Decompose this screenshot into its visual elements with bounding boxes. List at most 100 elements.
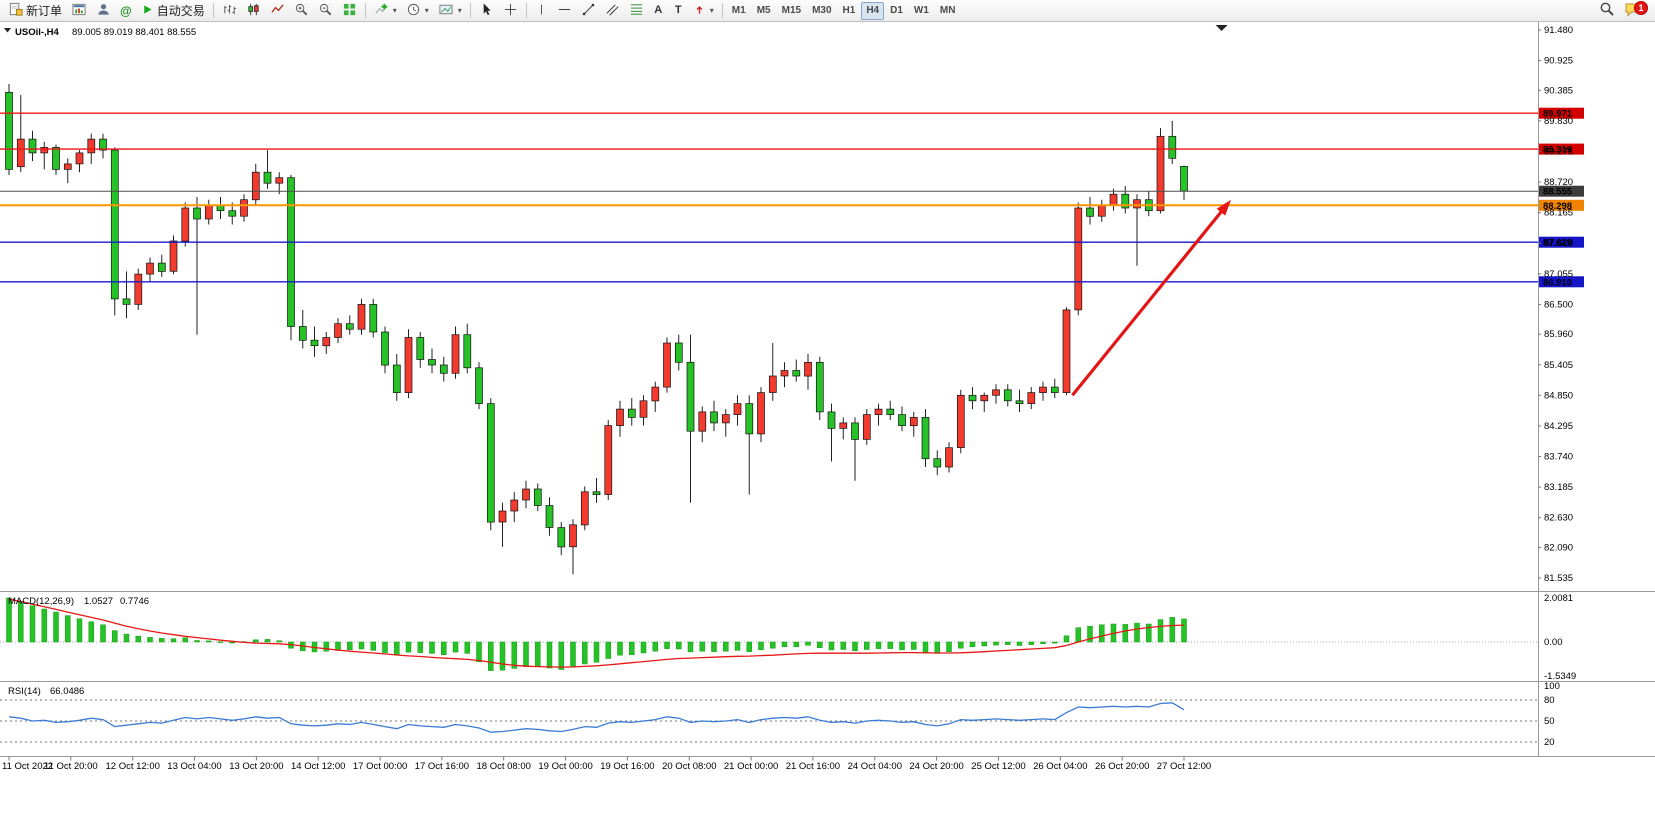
- horizontal-line-button[interactable]: [553, 2, 576, 20]
- time-axis-label: 21 Oct 00:00: [724, 761, 778, 772]
- price-axis-label: 85.405: [1544, 360, 1573, 371]
- price-axis-label: 90.925: [1544, 56, 1573, 67]
- vertical-line-button[interactable]: [531, 2, 552, 20]
- macd-histogram-bar: [135, 635, 142, 643]
- arrows-button[interactable]: ▾: [689, 2, 718, 20]
- price-tag: [1539, 276, 1584, 288]
- price-axis-label: 88.165: [1544, 208, 1573, 219]
- candle-up: [181, 207, 190, 242]
- search-button[interactable]: [1595, 2, 1619, 20]
- symbol-dropdown-icon[interactable]: [4, 28, 11, 33]
- macd-histogram-bar: [723, 641, 729, 652]
- macd-histogram-bar: [194, 640, 200, 643]
- profile-button[interactable]: [92, 2, 115, 20]
- candle-up: [357, 304, 366, 330]
- price-axis-label: 88.720: [1544, 177, 1573, 188]
- candle-up: [639, 400, 648, 418]
- cursor-button[interactable]: [475, 2, 498, 20]
- price-axis-label: 87.610: [1544, 238, 1573, 249]
- macd-axis-label: -1.5349: [1544, 671, 1576, 682]
- macd-histogram-bar: [1157, 619, 1164, 643]
- text-label-button[interactable]: T: [669, 2, 688, 20]
- candle-down: [122, 298, 131, 305]
- macd-histogram-bar: [734, 641, 741, 651]
- zoom-in-button[interactable]: [290, 2, 313, 20]
- crosshair-button[interactable]: [499, 2, 522, 20]
- price-axis-label: 85.960: [1544, 329, 1573, 340]
- chart-window-button[interactable]: [67, 2, 91, 20]
- candle-down: [792, 370, 801, 377]
- chat-button[interactable]: 1: [1620, 0, 1648, 20]
- time-axis-label: 27 Oct 12:00: [1157, 761, 1211, 772]
- line-chart-button[interactable]: [266, 2, 289, 20]
- bar-chart-button[interactable]: [218, 2, 241, 20]
- rsi-value: 66.0486: [50, 686, 84, 697]
- price-axis-label: 82.090: [1544, 542, 1573, 553]
- fibonacci-button[interactable]: [625, 2, 648, 20]
- candle-down: [745, 403, 754, 435]
- new-order-button[interactable]: 新订单: [4, 2, 66, 20]
- candle-up: [169, 240, 178, 272]
- timeframe-w1-button[interactable]: W1: [909, 2, 934, 20]
- macd-signal-line: [8, 598, 1185, 668]
- timeframe-h1-button[interactable]: H1: [838, 2, 861, 20]
- tile-windows-button[interactable]: [338, 2, 361, 20]
- price-axis[interactable]: 91.480 90.925 90.385 89.830 89.275 88.720 88.1…: [1538, 25, 1576, 748]
- periodicity-button[interactable]: ▾: [402, 2, 433, 20]
- macd-histogram-bar: [65, 615, 71, 643]
- rsi-axis-label: 80: [1544, 695, 1555, 706]
- macd-main-value: 1.0527: [84, 596, 113, 607]
- indicators-button[interactable]: ▾: [370, 2, 401, 20]
- timeframe-d1-button[interactable]: D1: [885, 2, 908, 20]
- autotrade-play-icon: [141, 3, 154, 19]
- candlestick-chart-button[interactable]: [242, 2, 265, 20]
- candle-up: [251, 171, 260, 201]
- price-axis-label: 84.295: [1544, 421, 1573, 432]
- rsi-axis-label: 20: [1544, 737, 1555, 748]
- macd-histogram-bar: [476, 641, 482, 663]
- chart-area[interactable]: 89.971 89.319 88.555 88.298 87.629 86.910 91.4…: [0, 22, 1655, 822]
- horizontal-level-lines[interactable]: 89.971 89.319 88.555 88.298 87.629 86.910: [0, 107, 1584, 289]
- timeframe-h4-button[interactable]: H4: [861, 1, 885, 20]
- macd-histogram-bar: [558, 641, 565, 670]
- timeframe-m1-button[interactable]: M1: [727, 2, 751, 20]
- candle-up: [980, 394, 989, 402]
- candle-up: [1109, 193, 1118, 206]
- community-button[interactable]: @: [116, 2, 136, 20]
- macd-histogram-bar: [206, 640, 212, 643]
- macd-histogram-bar: [652, 641, 659, 652]
- candle-down: [193, 207, 201, 220]
- text-button[interactable]: A: [649, 2, 668, 20]
- trendline-button[interactable]: [577, 2, 600, 20]
- timeframe-m15-button[interactable]: M15: [777, 2, 806, 20]
- timeframe-m5-button[interactable]: M5: [752, 2, 776, 20]
- candle-down: [369, 304, 378, 333]
- autotrade-button[interactable]: 自动交易: [137, 2, 209, 20]
- macd-histogram-bar: [805, 641, 811, 646]
- notification-badge: 1: [1634, 0, 1648, 15]
- trend-arrow[interactable]: [1071, 199, 1231, 397]
- candle-up: [498, 510, 507, 523]
- chart-window-icon: [71, 2, 87, 20]
- candle-up: [16, 138, 25, 168]
- candle-up: [651, 386, 660, 402]
- toolbar-separator: [525, 3, 527, 18]
- candle-down: [475, 367, 483, 404]
- price-axis-label: 91.480: [1544, 25, 1573, 36]
- candle-down: [416, 337, 425, 360]
- zoom-out-button[interactable]: [314, 2, 337, 20]
- toolbar: 新订单 @ 自动交易: [0, 0, 1655, 22]
- chart-shift-marker[interactable]: [1215, 25, 1228, 31]
- channel-button[interactable]: [601, 2, 624, 20]
- candle-down: [99, 138, 107, 151]
- timeframe-mn-button[interactable]: MN: [935, 2, 961, 20]
- timeframe-m30-button[interactable]: M30: [807, 2, 836, 20]
- candle-down: [1003, 389, 1012, 402]
- macd-histogram-bar: [147, 637, 153, 643]
- rsi-axis-label: 50: [1544, 716, 1555, 727]
- macd-histogram-bar: [864, 641, 870, 650]
- objects-button[interactable]: ▾: [434, 2, 466, 20]
- macd-histogram-bar: [88, 621, 95, 643]
